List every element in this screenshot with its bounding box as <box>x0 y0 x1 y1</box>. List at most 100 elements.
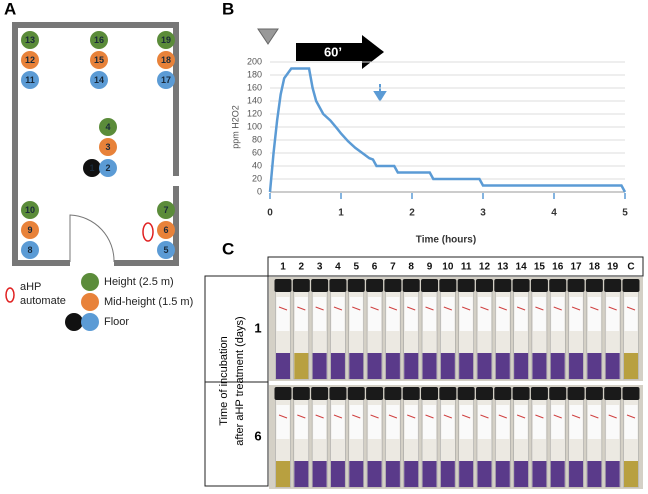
column-label: 11 <box>461 262 472 273</box>
row-label: 6 <box>254 428 261 443</box>
vial-liquid <box>624 353 638 379</box>
marker-label: 10 <box>25 205 35 215</box>
marker-label: 4 <box>105 122 110 132</box>
column-label: 19 <box>607 262 619 273</box>
vial-label <box>349 297 363 331</box>
vial-liquid <box>422 461 437 487</box>
vial-liquid <box>587 461 602 487</box>
y-tick-label: 120 <box>247 108 262 118</box>
vial-label <box>423 405 437 439</box>
x-tick-label: 0 <box>267 208 273 219</box>
vial-writing <box>407 306 416 311</box>
sample-marker <box>21 31 39 49</box>
vial-writing <box>608 414 617 419</box>
column-label: 6 <box>372 262 378 273</box>
vial-cap <box>347 279 365 292</box>
vial-cap <box>567 387 585 400</box>
door <box>69 214 115 263</box>
vial-writing <box>407 414 416 419</box>
vial-liquid <box>294 353 309 379</box>
vial-cap <box>274 279 292 292</box>
vial-label <box>313 297 327 331</box>
vial-liquid <box>312 461 327 487</box>
vial-liquid <box>276 353 290 379</box>
column-label: 2 <box>299 262 305 273</box>
x-tick-label: 3 <box>480 208 486 219</box>
vial-label <box>441 405 455 439</box>
vial-label <box>423 297 437 331</box>
vial-liquid <box>367 461 382 487</box>
vial-liquid <box>459 461 474 487</box>
sample-marker <box>90 71 108 89</box>
marker-label: 5 <box>163 245 168 255</box>
vial-label <box>532 405 546 439</box>
vial-cap <box>292 279 310 292</box>
duration-arrow <box>296 35 384 69</box>
vial-liquid <box>495 353 510 379</box>
vial-writing <box>370 306 379 311</box>
vial-cap <box>604 387 622 400</box>
sample-marker <box>157 71 175 89</box>
vial-label <box>294 405 308 439</box>
vial-label <box>276 405 290 439</box>
vial-writing <box>626 306 636 311</box>
end-arrow <box>373 84 387 102</box>
vial-liquid <box>550 353 565 379</box>
y-tick-label: 100 <box>247 121 262 131</box>
vial-cap <box>421 279 439 292</box>
vial-label <box>569 297 583 331</box>
vial-cap <box>311 387 329 400</box>
row-label: 1 <box>254 320 261 335</box>
vial-label <box>404 297 418 331</box>
vial-liquid <box>330 353 345 379</box>
vial-liquid <box>477 461 492 487</box>
vial-liquid <box>312 353 327 379</box>
marker-label: 13 <box>25 35 35 45</box>
vial-cap <box>530 279 548 292</box>
vial-label <box>624 405 638 439</box>
vial-liquid <box>330 461 345 487</box>
vial-writing <box>370 414 379 419</box>
vial-label <box>514 297 528 331</box>
legend-marker <box>65 313 83 331</box>
vial-label <box>477 297 491 331</box>
vial-label <box>496 297 510 331</box>
y-tick-label: 20 <box>252 173 262 183</box>
vial-label <box>368 297 382 331</box>
sample-marker <box>21 201 39 219</box>
vial-liquid <box>404 353 419 379</box>
vial-writing <box>443 414 453 419</box>
vial-liquid <box>422 353 437 379</box>
column-label: 8 <box>408 262 414 273</box>
vial-writing <box>553 306 562 311</box>
column-label: 9 <box>427 262 433 273</box>
vial-label <box>441 297 455 331</box>
x-tick-label: 5 <box>622 208 628 219</box>
vial-writing <box>498 306 507 311</box>
vial-cap <box>329 279 347 292</box>
vial-writing <box>480 414 489 419</box>
vial-cap <box>585 279 603 292</box>
vial-liquid <box>367 353 382 379</box>
y-tick-label: 200 <box>247 56 262 66</box>
vial-label <box>606 297 620 331</box>
start-marker <box>257 28 279 45</box>
column-label: 15 <box>534 262 546 273</box>
vial-writing <box>480 306 489 311</box>
vial-liquid <box>532 353 547 379</box>
vial-cap <box>457 279 475 292</box>
vial-liquid <box>294 461 309 487</box>
column-label: 18 <box>589 262 601 273</box>
vial-writing <box>590 414 599 419</box>
column-label: 16 <box>552 262 564 273</box>
column-label: 13 <box>497 262 509 273</box>
vial-liquid <box>605 353 620 379</box>
vial-cap <box>604 279 622 292</box>
vial-label <box>331 297 345 331</box>
vial-label <box>606 405 620 439</box>
vial-cap <box>494 279 512 292</box>
marker-label: 15 <box>94 55 104 65</box>
marker-label: 16 <box>94 35 104 45</box>
marker-label: 2 <box>105 163 110 173</box>
